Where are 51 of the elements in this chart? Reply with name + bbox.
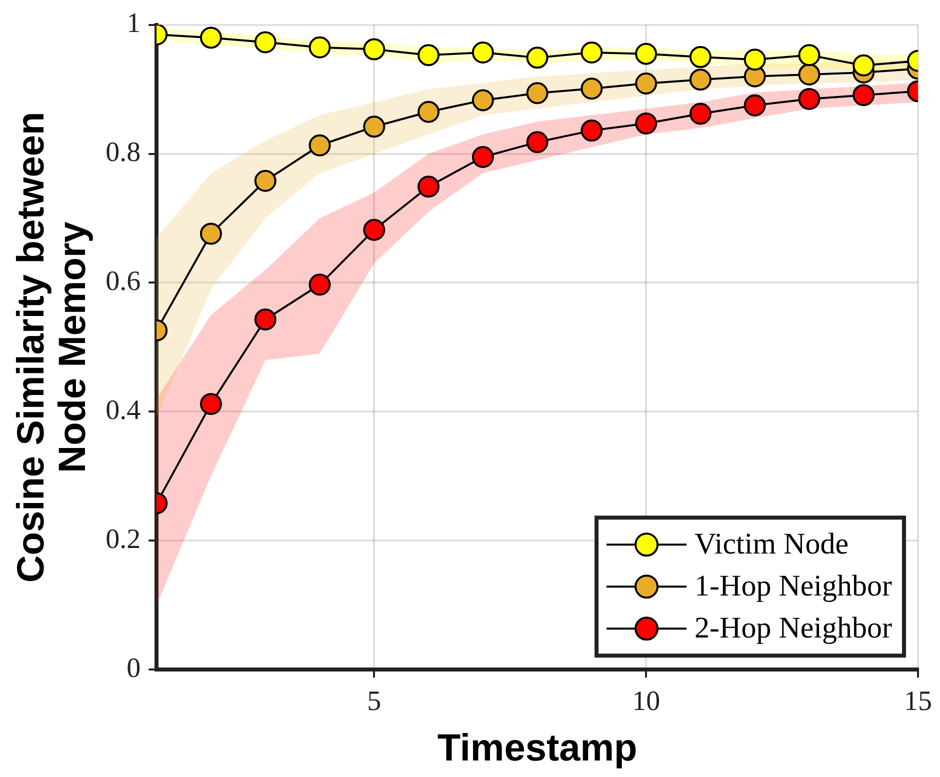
point <box>852 84 875 106</box>
point <box>472 89 494 112</box>
point <box>526 82 548 104</box>
point <box>744 48 766 71</box>
point <box>363 38 386 60</box>
y-tick-label: 0.2 <box>106 524 141 555</box>
point <box>635 42 658 65</box>
y-tick-label: 0.8 <box>106 137 141 168</box>
point <box>635 72 658 94</box>
point <box>308 274 331 296</box>
y-tick-label: 0 <box>126 652 141 684</box>
point <box>254 308 276 330</box>
legend-label: Victim Node <box>694 527 849 560</box>
point <box>635 112 658 134</box>
point <box>744 94 766 116</box>
point <box>308 36 331 58</box>
point <box>852 54 875 76</box>
point <box>418 100 440 123</box>
legend-label: 2-Hop Neighbor <box>694 611 892 644</box>
x-tick-label: 15 <box>904 686 932 717</box>
point <box>200 392 222 415</box>
point <box>472 146 494 168</box>
point <box>798 88 820 110</box>
point <box>798 44 820 66</box>
point <box>689 68 712 91</box>
point <box>689 102 712 125</box>
point <box>580 42 603 64</box>
point <box>526 131 548 154</box>
point <box>200 26 222 49</box>
point <box>472 42 494 64</box>
point <box>363 116 386 138</box>
point <box>418 176 440 198</box>
point <box>418 44 440 66</box>
y-axis-title: Cosine Similarity between Node Memory <box>10 112 94 583</box>
legend-label: 1-Hop Neighbor <box>694 569 892 602</box>
point <box>526 46 548 69</box>
y-tick-label: 0.4 <box>106 395 141 426</box>
x-tick-label: 5 <box>367 686 382 717</box>
y-tick-label: 1 <box>126 8 141 40</box>
point <box>798 63 820 86</box>
point <box>254 170 276 192</box>
point <box>580 78 603 100</box>
point <box>254 31 276 54</box>
x-tick-label: 10 <box>632 686 660 717</box>
point <box>308 134 331 156</box>
x-axis-title: Timestamp <box>437 728 638 770</box>
point <box>580 120 603 142</box>
point <box>363 218 386 241</box>
point <box>689 46 712 68</box>
y-tick-label: 0.6 <box>106 266 141 298</box>
point <box>200 222 222 245</box>
